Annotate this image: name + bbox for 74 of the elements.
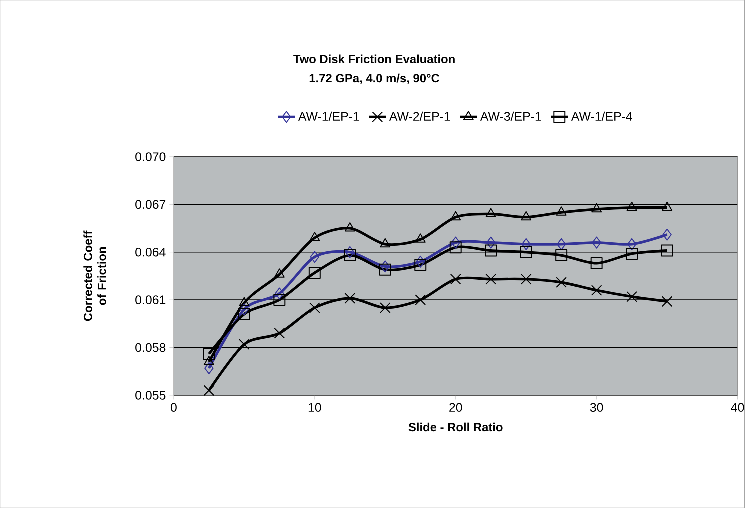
x-axis-title: Slide - Roll Ratio bbox=[408, 423, 503, 432]
point bbox=[240, 304, 250, 316]
point bbox=[344, 250, 356, 262]
point bbox=[556, 238, 566, 251]
y-tick-label: 0.064 bbox=[136, 248, 166, 257]
point bbox=[310, 251, 320, 264]
point bbox=[661, 245, 674, 257]
x-tick-label: 0 bbox=[170, 403, 177, 412]
point bbox=[239, 297, 250, 307]
point bbox=[486, 237, 496, 250]
y-tick-label: 0.070 bbox=[136, 152, 166, 162]
point bbox=[520, 274, 532, 286]
x-tick-label: 10 bbox=[308, 403, 322, 412]
point bbox=[308, 267, 321, 280]
point bbox=[556, 206, 567, 216]
point bbox=[344, 293, 356, 304]
point bbox=[275, 288, 284, 300]
point bbox=[380, 260, 390, 273]
point bbox=[450, 242, 462, 254]
point bbox=[590, 258, 603, 270]
y-tick-label: 0.055 bbox=[136, 391, 166, 400]
chart-subtitle: 1.72 GPa, 4.0 m/s, 90°C bbox=[310, 74, 440, 85]
point bbox=[309, 302, 320, 314]
point bbox=[380, 302, 391, 314]
point bbox=[626, 248, 638, 260]
point bbox=[626, 202, 638, 212]
point bbox=[380, 238, 391, 248]
point bbox=[626, 292, 638, 303]
legend-label: AW-1/EP-4 bbox=[571, 112, 633, 122]
point bbox=[662, 229, 672, 242]
point bbox=[627, 238, 637, 251]
y-tick-label: 0.061 bbox=[136, 296, 166, 305]
point bbox=[379, 264, 392, 276]
point bbox=[520, 246, 532, 259]
x-tick-label: 40 bbox=[731, 403, 744, 412]
y-axis-title: Corrected Coeff of Friction bbox=[84, 231, 106, 322]
point bbox=[204, 385, 215, 396]
point bbox=[415, 294, 426, 306]
legend-label: AW-1/EP-1 bbox=[298, 112, 360, 122]
y-tick-label: 0.058 bbox=[136, 344, 166, 352]
point bbox=[451, 237, 460, 250]
point bbox=[556, 277, 568, 288]
point bbox=[521, 212, 532, 221]
point bbox=[310, 232, 320, 242]
x-tick-label: 30 bbox=[590, 403, 604, 412]
point bbox=[344, 222, 356, 232]
legend-label: AW-3/EP-1 bbox=[480, 112, 542, 122]
point bbox=[414, 259, 427, 272]
point bbox=[204, 362, 214, 375]
x-tick-label: 20 bbox=[450, 403, 462, 412]
point bbox=[203, 348, 216, 360]
point bbox=[522, 238, 531, 251]
point bbox=[662, 202, 673, 212]
point bbox=[662, 296, 673, 308]
point bbox=[204, 356, 214, 366]
point bbox=[486, 208, 496, 218]
point bbox=[274, 268, 285, 278]
point bbox=[592, 204, 602, 213]
point bbox=[486, 274, 497, 286]
point bbox=[485, 245, 498, 257]
point bbox=[274, 294, 286, 306]
point bbox=[274, 328, 286, 340]
chart-title: Two Disk Friction Evaluation bbox=[294, 55, 455, 64]
point bbox=[591, 285, 602, 296]
point bbox=[450, 274, 462, 286]
point bbox=[416, 256, 426, 268]
point bbox=[415, 234, 426, 244]
y-tick-label: 0.067 bbox=[136, 200, 166, 210]
point bbox=[450, 212, 462, 221]
legend-label: AW-2/EP-1 bbox=[389, 112, 450, 122]
point bbox=[238, 308, 250, 321]
point bbox=[346, 246, 355, 259]
point bbox=[592, 237, 602, 250]
point bbox=[556, 250, 568, 262]
